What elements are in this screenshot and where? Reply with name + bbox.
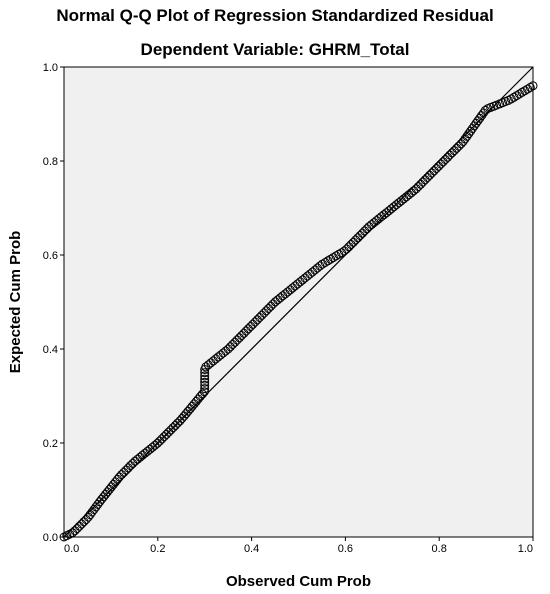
data-point <box>228 340 238 349</box>
data-point <box>237 331 247 340</box>
x-axis-label: Observed Cum Prob <box>226 573 371 590</box>
data-point <box>323 256 333 266</box>
x-tick-label: 0.4 <box>244 543 259 555</box>
data-point <box>266 301 276 311</box>
y-axis-label: Expected Cum Prob <box>7 231 24 374</box>
data-point <box>517 87 527 97</box>
data-point <box>200 377 210 387</box>
data-point <box>166 425 176 435</box>
data-point <box>225 342 235 352</box>
data-point <box>161 429 171 439</box>
data-point <box>246 322 256 331</box>
chart-subtitle: Dependent Variable: GHRM_Total <box>140 40 410 59</box>
x-axis-ticks: 0.0 0.2 0.4 0.6 0.8 1.0 <box>63 537 534 555</box>
data-point <box>157 434 167 444</box>
data-point <box>512 91 522 101</box>
data-point <box>159 432 169 442</box>
x-tick-label: 0.2 <box>150 543 165 555</box>
data-point <box>232 335 242 345</box>
x-tick-label: 0.0 <box>64 543 79 555</box>
y-tick-label: 1.0 <box>43 62 58 74</box>
data-point <box>255 313 265 322</box>
y-tick-label: 0.6 <box>43 250 58 262</box>
data-point <box>234 333 244 343</box>
data-point <box>164 427 174 437</box>
data-point <box>252 315 262 325</box>
y-tick-label: 0.8 <box>43 156 58 168</box>
x-tick-label: 0.6 <box>338 543 353 555</box>
data-point <box>200 371 210 381</box>
data-point <box>320 258 330 267</box>
data-point <box>243 324 253 334</box>
y-tick-label: 0.0 <box>43 532 58 544</box>
data-point <box>250 317 260 327</box>
data-point <box>170 420 180 430</box>
data-point <box>241 326 251 336</box>
data-point <box>514 89 524 99</box>
x-tick-label: 1.0 <box>518 543 533 555</box>
y-axis-ticks: 0.0 0.2 0.4 0.6 0.8 1.0 <box>43 62 64 544</box>
data-point <box>261 306 271 316</box>
data-point <box>200 384 210 394</box>
data-point <box>326 254 336 264</box>
data-point <box>248 319 258 329</box>
data-point <box>200 380 210 390</box>
data-point <box>525 82 535 92</box>
data-point <box>334 249 344 259</box>
data-point <box>528 81 538 91</box>
y-tick-label: 0.4 <box>43 344 58 356</box>
data-point <box>200 368 210 378</box>
chart-title: Normal Q-Q Plot of Regression Standardiz… <box>56 6 494 25</box>
data-point <box>264 304 273 313</box>
data-point <box>523 84 533 94</box>
data-point <box>257 310 267 320</box>
y-tick-label: 0.2 <box>43 438 58 450</box>
reference-line <box>63 66 534 538</box>
data-point <box>200 374 210 384</box>
data-point <box>509 92 519 102</box>
x-tick-label: 0.8 <box>432 543 447 555</box>
data-point <box>155 436 165 446</box>
data-point <box>331 251 341 261</box>
data-point <box>230 337 240 347</box>
